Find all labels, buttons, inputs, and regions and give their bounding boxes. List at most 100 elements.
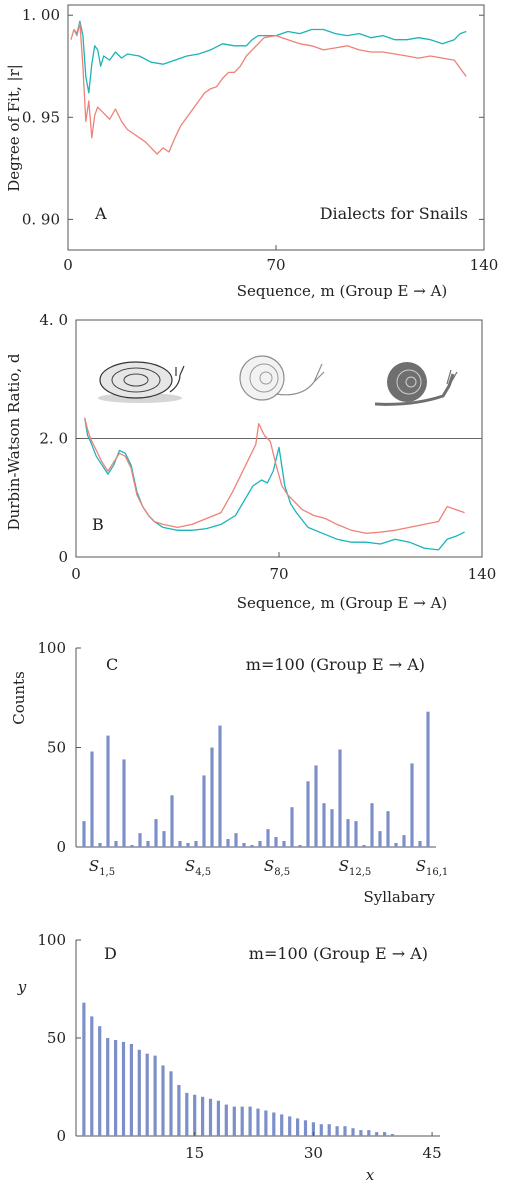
panel-c-ylabel: Counts <box>10 671 28 725</box>
snail-body <box>275 363 325 396</box>
panel-d-bar <box>98 1026 102 1136</box>
panel-d-xtick-label: 15 <box>185 1144 204 1162</box>
snail-illustration-3 <box>374 362 458 406</box>
panel-d-bar <box>367 1130 371 1136</box>
snail-shell <box>387 362 427 402</box>
panel-c-ytick-label: 50 <box>47 739 66 757</box>
panel-c-bar <box>202 775 206 847</box>
panel-c-bar <box>346 819 350 847</box>
panel-c-bar <box>378 831 382 847</box>
panel-c-xlabel: Syllabary <box>364 888 436 906</box>
panel-d-bar <box>240 1106 244 1136</box>
panel-c-ytick-label: 100 <box>37 639 66 657</box>
panel-b-label: B <box>92 515 104 534</box>
panel-c-bar <box>290 807 294 847</box>
panel-d-bar <box>296 1118 300 1136</box>
panel-d-bar <box>272 1112 276 1136</box>
panel-d-bar <box>193 1094 197 1136</box>
panel-d-bar <box>359 1130 363 1136</box>
panel-c-bar <box>338 749 342 847</box>
panel-d-bar <box>256 1108 260 1136</box>
panel-d-xtick-label: 30 <box>304 1144 323 1162</box>
panel-c-bar <box>154 819 158 847</box>
xtick-base: S <box>264 857 274 875</box>
panel-c-bar <box>330 809 334 847</box>
panel-a-ytick-label: 0. 95 <box>22 108 60 126</box>
panel-c-bar <box>402 835 406 847</box>
panel-d-bar <box>114 1040 118 1136</box>
snail-shell-whorl <box>259 371 273 385</box>
panel-c-bar <box>226 839 230 847</box>
snail-shell <box>99 361 173 399</box>
panel-d-bar <box>390 1134 395 1136</box>
panel-d-bar <box>311 1122 315 1136</box>
panel-b-xtick-label: 70 <box>269 565 288 583</box>
panel-d-bar <box>201 1096 205 1136</box>
panel-c-xtick-label: S4,5 <box>185 857 211 878</box>
snail-tentacles <box>169 365 185 393</box>
panel-d-ylabel: y <box>17 978 27 996</box>
panel-d-bar <box>375 1132 379 1136</box>
panel-b-xtick-label: 0 <box>71 565 81 583</box>
panel-a-label: A <box>94 204 107 223</box>
panel-d-xlabel: x <box>366 1166 375 1184</box>
panel-c-bar <box>178 841 182 847</box>
snail-tentacles <box>446 369 458 387</box>
panel-d-bar <box>303 1120 308 1136</box>
panel-b-ytick-label: 2. 0 <box>39 430 68 448</box>
panel-d-bar <box>161 1065 165 1136</box>
panel-d-bar <box>145 1053 149 1136</box>
panel-d-bar <box>232 1106 236 1136</box>
panel-d-bar <box>177 1085 181 1136</box>
snail-shell-whorl <box>405 376 417 388</box>
panel-c-bar <box>298 845 302 847</box>
panel-b-ytick-label: 4. 0 <box>39 311 68 329</box>
panel-c-bar <box>266 829 270 847</box>
panel-c-bar <box>146 841 150 847</box>
panel-b-series-cyan <box>84 417 465 551</box>
panel-c-bar <box>370 803 374 847</box>
panel-d-bar <box>153 1055 157 1136</box>
panel-a-xtick-label: 0 <box>63 256 73 274</box>
xtick-base: S <box>89 857 99 875</box>
panel-a-ylabel: Degree of Fit, |r| <box>5 64 23 192</box>
panel-c-bar <box>362 845 366 847</box>
panel-d-bar <box>343 1126 347 1136</box>
panel-d-bar <box>335 1126 339 1136</box>
panel-d-bar <box>248 1106 252 1136</box>
snail-body <box>374 373 455 406</box>
panel-c-bar <box>138 833 142 847</box>
panel-c-bar <box>306 781 310 847</box>
panel-b-ytick-label: 0 <box>58 548 68 566</box>
panel-c-bar <box>418 841 422 847</box>
panel-d-bar <box>90 1016 94 1136</box>
panel-d-bar <box>264 1110 268 1136</box>
panel-c-bar <box>314 765 318 847</box>
panel-d-annotation: m=100 (Group E → A) <box>249 944 428 963</box>
snail-illustration-2 <box>239 355 325 401</box>
panel-c-bar <box>234 833 238 847</box>
panel-b-xlabel: Sequence, m (Group E → A) <box>237 594 448 612</box>
panel-d-bar <box>327 1124 331 1136</box>
panel-b-ylabel: Durbin-Watson Ratio, d <box>5 353 23 530</box>
xtick-subscript: 4,5 <box>195 867 211 878</box>
panel-c-bar <box>274 837 278 847</box>
xtick-base: S <box>339 857 349 875</box>
panel-c-bar <box>386 811 390 847</box>
panel-c-bar <box>90 751 94 847</box>
panel-d-bar <box>121 1041 126 1136</box>
xtick-subscript: 16,1 <box>426 867 448 878</box>
panel-d-bar <box>208 1098 213 1136</box>
panel-a-series-red <box>70 22 467 155</box>
panel-a-xtick-label: 140 <box>470 256 499 274</box>
xtick-subscript: 1,5 <box>99 867 115 878</box>
panel-c-bar <box>354 821 358 847</box>
panel-b-series-red <box>84 417 465 534</box>
panel-c-xtick-label: S16,1 <box>416 857 449 878</box>
panel-c-bar <box>410 763 414 847</box>
panel-a-ytick-label: 0. 90 <box>22 210 60 228</box>
panel-c-bar <box>426 711 430 847</box>
panel-c-bar <box>162 831 166 847</box>
panel-a-series-cyan <box>73 20 467 94</box>
